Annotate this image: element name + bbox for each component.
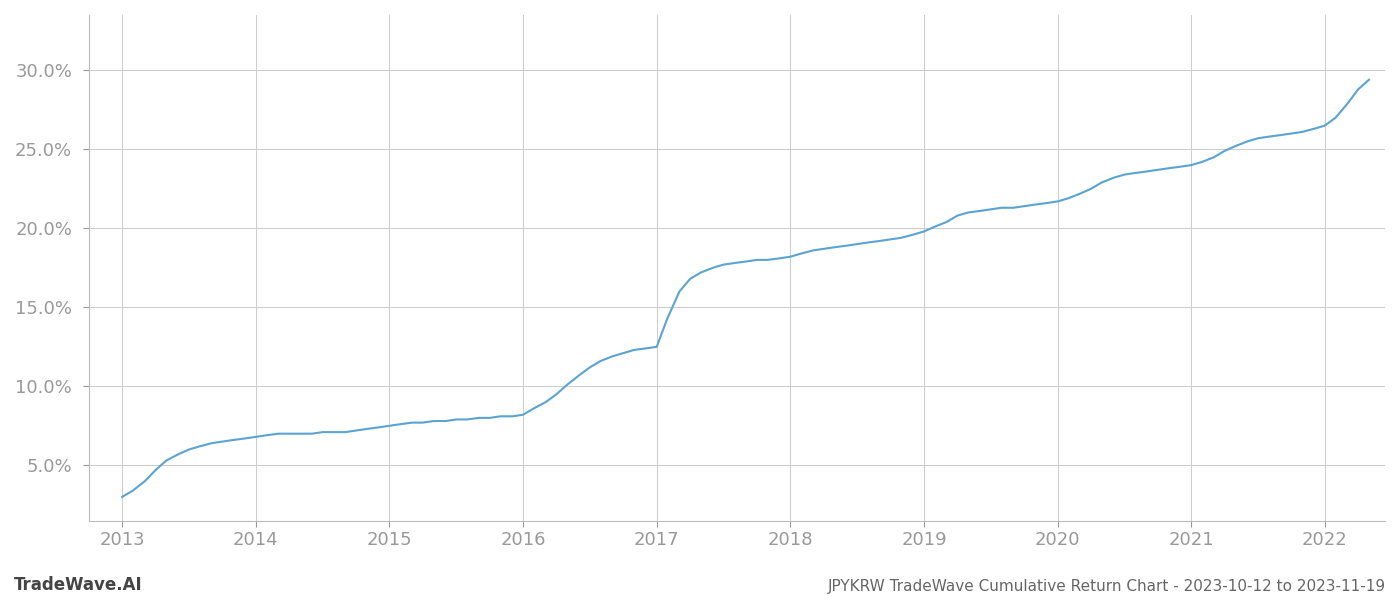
Text: JPYKRW TradeWave Cumulative Return Chart - 2023-10-12 to 2023-11-19: JPYKRW TradeWave Cumulative Return Chart… — [827, 579, 1386, 594]
Text: TradeWave.AI: TradeWave.AI — [14, 576, 143, 594]
